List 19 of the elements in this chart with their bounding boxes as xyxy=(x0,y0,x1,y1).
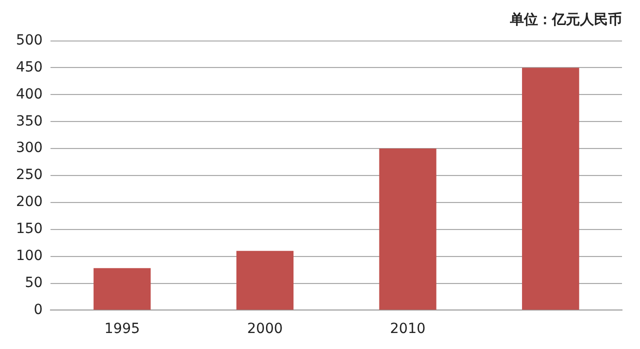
y-tick-label: 50 xyxy=(24,274,43,291)
x-tick-label: 2010 xyxy=(390,321,426,338)
bar xyxy=(236,250,294,310)
x-tick-label: 2000 xyxy=(247,321,283,338)
y-tick-label: 350 xyxy=(16,113,43,130)
y-tick-label: 250 xyxy=(16,167,43,184)
y-tick-label: 450 xyxy=(16,59,43,76)
bar xyxy=(94,268,151,310)
bar xyxy=(522,68,580,310)
y-tick-label: 0 xyxy=(34,302,43,318)
y-tick-label: 150 xyxy=(16,221,43,238)
y-tick-label: 200 xyxy=(16,194,43,210)
y-tick-label: 300 xyxy=(16,140,43,156)
y-tick-label: 400 xyxy=(16,86,43,102)
bar xyxy=(379,148,436,310)
y-tick-label: 100 xyxy=(16,248,43,264)
chart-subtitle: 单位：亿元人民币 xyxy=(509,11,622,28)
x-tick-label: 1995 xyxy=(104,321,140,338)
y-tick-label: 500 xyxy=(16,32,43,48)
